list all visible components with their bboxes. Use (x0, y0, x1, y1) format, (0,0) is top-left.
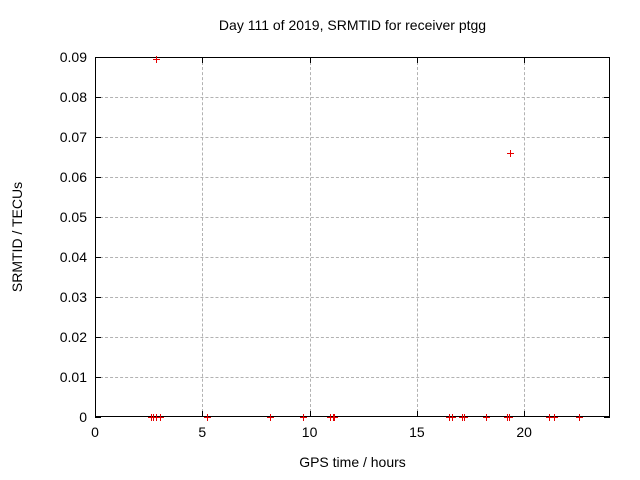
y-gridline (95, 257, 610, 258)
y-tick-label: 0.09 (59, 49, 87, 65)
y-tick-mark-right (604, 177, 610, 178)
y-tick-mark (95, 257, 101, 258)
y-gridline (95, 337, 610, 338)
y-tick-label: 0.03 (59, 289, 87, 305)
y-tick-mark-right (604, 217, 610, 218)
x-tick-mark (202, 411, 203, 417)
y-tick-mark (95, 57, 101, 58)
data-point-marker (510, 150, 511, 157)
data-point-marker (452, 414, 453, 421)
x-tick-mark (95, 411, 96, 417)
y-tick-mark-right (604, 377, 610, 378)
data-point-marker (549, 414, 550, 421)
x-tick-label: 15 (409, 424, 425, 440)
y-gridline (95, 377, 610, 378)
y-tick-mark (95, 377, 101, 378)
y-tick-mark-right (604, 57, 610, 58)
data-point-marker (303, 414, 304, 421)
x-tick-mark (417, 411, 418, 417)
y-gridline (95, 177, 610, 178)
x-tick-mark-top (202, 57, 203, 63)
y-tick-mark (95, 337, 101, 338)
y-gridline (95, 137, 610, 138)
y-tick-mark (95, 297, 101, 298)
data-point-marker (270, 414, 271, 421)
y-tick-mark-right (604, 97, 610, 98)
y-tick-mark-right (604, 137, 610, 138)
x-gridline (202, 57, 204, 417)
y-tick-label: 0.05 (59, 209, 87, 225)
y-tick-mark-right (604, 297, 610, 298)
y-tick-label: 0 (79, 409, 87, 425)
y-tick-mark (95, 217, 101, 218)
x-axis-label: GPS time / hours (299, 454, 406, 470)
x-tick-label: 0 (91, 424, 99, 440)
y-tick-mark (95, 417, 101, 418)
data-point-marker (464, 414, 465, 421)
x-tick-label: 20 (516, 424, 532, 440)
plot-area (95, 57, 610, 417)
y-gridline (95, 217, 610, 218)
x-tick-mark-top (310, 57, 311, 63)
x-tick-label: 5 (198, 424, 207, 440)
chart-title: Day 111 of 2019, SRMTID for receiver ptg… (218, 17, 487, 33)
x-gridline (416, 57, 418, 417)
y-tick-mark-right (604, 257, 610, 258)
data-point-marker (509, 414, 510, 421)
data-point-marker (156, 414, 157, 421)
data-point-marker (554, 414, 555, 421)
data-point-marker (579, 414, 580, 421)
x-tick-mark (524, 411, 525, 417)
x-tick-mark-top (524, 57, 525, 63)
data-point-marker (486, 414, 487, 421)
x-gridline (524, 57, 526, 417)
data-point-marker (156, 56, 157, 63)
data-point-marker (207, 414, 208, 421)
y-tick-mark-right (604, 417, 610, 418)
y-tick-label: 0.04 (59, 249, 87, 265)
y-tick-mark-right (604, 337, 610, 338)
y-tick-mark (95, 177, 101, 178)
y-tick-label: 0.06 (59, 169, 87, 185)
y-axis-label: SRMTID / TECUs (9, 181, 25, 293)
y-tick-label: 0.02 (59, 329, 87, 345)
y-tick-mark (95, 97, 101, 98)
y-tick-label: 0.07 (59, 129, 87, 145)
y-gridline (95, 97, 610, 98)
x-gridline (309, 57, 311, 417)
x-tick-label: 10 (301, 424, 318, 440)
y-tick-label: 0.08 (59, 89, 87, 105)
data-point-marker (334, 414, 335, 421)
y-gridline (95, 297, 610, 298)
data-point-marker (160, 414, 161, 421)
y-tick-mark (95, 137, 101, 138)
x-tick-mark-top (417, 57, 418, 63)
x-tick-mark-top (95, 57, 96, 63)
x-tick-mark (310, 411, 311, 417)
y-tick-label: 0.01 (59, 369, 87, 385)
